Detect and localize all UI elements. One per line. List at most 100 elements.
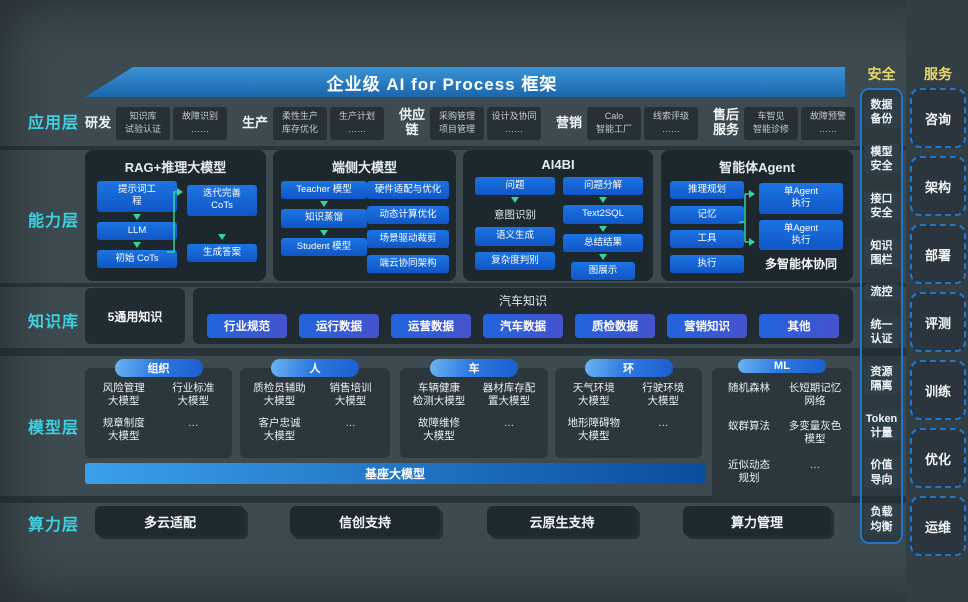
knowledge-chip: 汽车数据	[483, 314, 563, 338]
service-item: 架构	[910, 156, 966, 216]
layer-divider	[0, 348, 906, 356]
services-list: 咨询 架构 部署 评测 训练 优化 运维	[910, 88, 966, 556]
security-item: 数据 备份	[863, 97, 900, 128]
capability-panel-rag: RAG+推理大模型 提示词工 程 LLM 初始 CoTs 迭代完善 CoTs 生…	[85, 150, 266, 281]
app-group-label: 营销	[555, 114, 582, 130]
model-cell: 客户忠诚 大模型	[258, 417, 301, 443]
model-group-pill: 车	[430, 359, 518, 377]
model-cell: 器材库存配 置大模型	[482, 382, 536, 408]
base-model-bar: 基座大模型	[85, 463, 705, 484]
app-chip: Calo 智能工厂	[586, 106, 641, 140]
model-cell: 长短期记忆 网络	[788, 382, 842, 408]
application-layer-row: 研发 知识库 试验认证 故障识别 …… 生产 柔性生产 库存优化 生产计划 ………	[85, 100, 855, 146]
general-knowledge-box: 5通用知识	[85, 288, 185, 344]
model-group-pill: ML	[738, 359, 826, 373]
security-item: 流控	[863, 284, 900, 301]
ai4bi-node: 总结结果	[563, 233, 643, 253]
arrow-down-icon	[218, 233, 226, 240]
rag-node: 生成答案	[187, 243, 257, 263]
model-group-ml: ML 随机森林 长短期记忆 网络 蚁群算法 多变量灰色 模型 近似动态 规划 …	[712, 359, 852, 502]
ai4bi-node: 图展示	[571, 262, 635, 281]
agent-node: 记忆	[670, 205, 744, 224]
service-item: 运维	[910, 496, 966, 556]
app-group-rd: 研发 知识库 试验认证 故障识别 ……	[85, 106, 228, 140]
arrow-down-icon	[599, 254, 607, 261]
app-chip: 车智见 智能诊修	[743, 106, 798, 140]
layer-label-compute: 算力层	[28, 517, 80, 534]
title-banner: 企业级 AI for Process 框架	[85, 67, 845, 97]
arrow-down-icon	[599, 225, 607, 232]
knowledge-chip: 营销知识	[667, 314, 747, 338]
app-chip: 故障预警 ……	[800, 106, 855, 140]
edge-node: Teacher 模型	[281, 181, 367, 200]
edge-feature: 硬件适配与优化	[367, 181, 449, 200]
model-cell: 随机森林	[728, 382, 770, 394]
model-cell: 故障维修 大模型	[418, 417, 460, 443]
arrow-down-icon	[511, 197, 519, 204]
app-group-supply-chain: 供应 链 采购管理 项目管理 设计及协同 ……	[398, 106, 541, 140]
model-cell: 车辆健康 检测大模型	[412, 382, 466, 408]
app-group-label: 供应 链	[398, 107, 425, 137]
service-item: 咨询	[910, 88, 966, 148]
security-header: 安全	[867, 66, 896, 82]
app-chip: 生产计划 ……	[330, 106, 384, 140]
model-cell: 行业标准 大模型	[172, 382, 215, 408]
app-chip: 采购管理 项目管理	[429, 106, 484, 140]
service-item: 评测	[910, 292, 966, 352]
services-header: 服务	[924, 66, 952, 82]
model-group-people: 人 质检员辅助 大模型 销售培训 大模型 客户忠诚 大模型 …	[240, 359, 390, 458]
panel-title: 智能体Agent	[719, 160, 795, 175]
arrow-down-icon	[599, 197, 607, 204]
model-group-organization: 组织 风险管理 大模型 行业标准 大模型 规章制度 大模型 …	[85, 359, 232, 458]
model-group-environment: 环 天气环境 大模型 行驶环境 大模型 地形障碍物 大模型 …	[555, 359, 702, 458]
model-cell: 近似动态 规划	[728, 458, 770, 484]
model-cell: 天气环境 大模型	[572, 382, 615, 408]
capability-panel-agent: 智能体Agent 推理规划 记忆 工具 执行 单Agent 执行 单Agent …	[661, 150, 853, 281]
auto-knowledge-title: 汽车知识	[498, 294, 547, 308]
model-cell: 规章制度 大模型	[102, 417, 145, 443]
ai4bi-node: 问题分解	[563, 177, 643, 196]
services-column: 服务 咨询 架构 部署 评测 训练 优化 运维	[909, 64, 967, 556]
security-item: 模型 安全	[863, 143, 900, 175]
app-group-after-sales: 售后 服务 车智见 智能诊修 故障预警 ……	[713, 106, 855, 140]
arrow-down-icon	[320, 201, 328, 208]
service-item: 部署	[910, 224, 966, 284]
rag-node: 初始 CoTs	[97, 250, 177, 269]
ai4bi-node: 语义生成	[475, 227, 555, 246]
framework-title: 企业级 AI for Process 框架	[326, 74, 558, 94]
arrow-down-icon	[133, 242, 141, 249]
app-chip: 故障识别 ……	[173, 106, 228, 140]
knowledge-chip: 运行数据	[299, 314, 379, 338]
panel-title: 端侧大模型	[331, 160, 397, 175]
model-group-vehicle: 车 车辆健康 检测大模型 器材库存配 置大模型 故障维修 大模型 …	[400, 359, 548, 458]
compute-item-xinchuang: 信创支持	[290, 506, 440, 536]
rag-node: LLM	[97, 221, 177, 241]
multi-agent-caption: 多智能体协同	[764, 257, 837, 272]
model-cell: 行驶环境 大模型	[642, 382, 685, 408]
model-cell: …	[809, 458, 821, 471]
service-item: 训练	[910, 360, 966, 420]
security-list: 数据 备份 模型 安全 接口 安全 知识 围栏 流控 统一 认证 资源 隔离 T…	[860, 88, 903, 544]
edge-node: 知识蒸馏	[281, 209, 367, 228]
knowledge-chip: 其他	[759, 314, 839, 338]
arrow-down-icon	[320, 229, 328, 236]
model-cell: …	[503, 417, 515, 430]
capability-panel-edge: 端侧大模型 Teacher 模型 知识蒸馏 Student 模型 硬件适配与优化…	[273, 150, 456, 281]
edge-node: Student 模型	[281, 237, 367, 257]
app-group-marketing: 营销 Calo 智能工厂 线索评级 ……	[555, 106, 698, 140]
capability-panel-ai4bi: AI4BI 问题 意图识别 语义生成 复杂度判别 问题分解 Text2SQL 总…	[463, 150, 653, 281]
model-cell: 质检员辅助 大模型	[253, 382, 306, 408]
edge-feature: 场景驱动裁剪	[367, 230, 449, 249]
security-column: 安全 数据 备份 模型 安全 接口 安全 知识 围栏 流控 统一 认证 资源 隔…	[857, 64, 906, 544]
app-group-label: 生产	[241, 114, 268, 130]
general-knowledge-label: 5通用知识	[107, 309, 163, 324]
agent-node: 单Agent 执行	[759, 183, 843, 214]
model-cell: …	[345, 417, 356, 430]
layer-label-capability: 能力层	[28, 213, 80, 230]
knowledge-chip: 运营数据	[391, 314, 471, 338]
layer-label-model: 模型层	[28, 420, 80, 437]
agent-node: 工具	[670, 230, 744, 249]
auto-knowledge-box: 汽车知识 行业规范 运行数据 运营数据 汽车数据 质检数据 营销知识 其他	[193, 288, 853, 344]
compute-item-management: 算力管理	[683, 506, 831, 536]
